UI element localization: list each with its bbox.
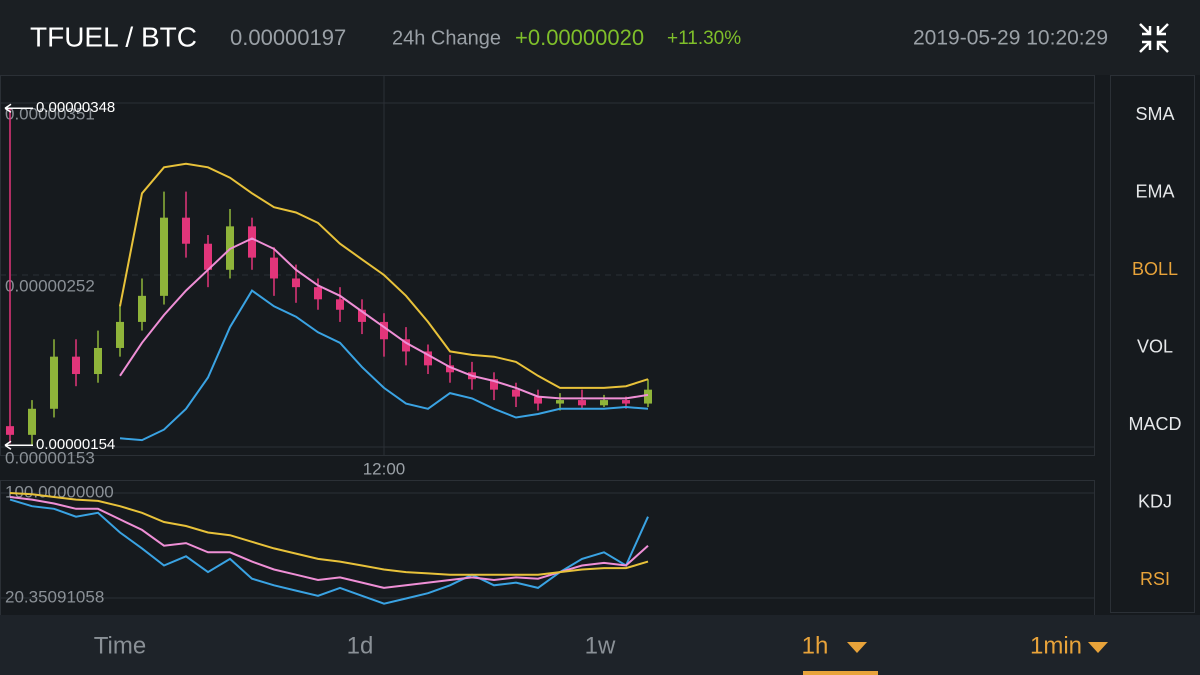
indicator-button[interactable]: SMA [1135,104,1174,124]
header-bar [0,0,1200,75]
candle-body [160,217,168,296]
candle-body [72,356,80,375]
tab[interactable]: 1h [802,632,829,659]
indicator-line [119,162,649,389]
candle-body [336,299,344,310]
y-tick-label: 20.35091058 [5,587,104,606]
y-tick-label: 0.00000153 [5,448,95,467]
change-label: 24h Change [392,27,501,49]
candle-body [446,365,454,373]
price-marker-arrow [4,440,33,450]
indicator-line [9,496,649,589]
candle-body [556,400,564,404]
candle-body [644,389,652,404]
price-marker-label: 0.00000154 [36,436,115,453]
tab-dropdown-arrow [847,642,867,653]
candle-body [270,257,278,279]
indicator-button[interactable]: BOLL [1132,259,1178,279]
indicator-line [119,289,649,442]
y-tick-label: 100.00000000 [5,482,114,501]
candle-body [204,243,212,270]
candle-body [380,321,388,340]
candle-body [534,396,542,404]
candle-body [424,351,432,366]
tab[interactable]: Time [94,632,146,659]
tab[interactable]: 1d [347,632,374,659]
tab[interactable]: 1w [585,632,616,659]
candle-body [600,400,608,406]
indicator-line [9,498,649,605]
pair: TFUEL / BTC [30,21,197,52]
candle-body [512,389,520,397]
x-tick-label: 12:00 [363,459,406,478]
candle-body [622,400,630,404]
price-marker-label: 0.00000348 [36,99,115,116]
candle-body [182,217,190,244]
candle-body [50,356,58,409]
candle-body [402,339,410,352]
indicator-button[interactable]: EMA [1135,181,1174,201]
candle-body [116,321,124,348]
indicator-button[interactable]: MACD [1129,414,1182,434]
collapse-icon[interactable] [1139,23,1169,53]
candle-body [138,295,146,322]
indicator-line [9,492,649,576]
y-tick-label: 0.00000252 [5,276,95,295]
price-marker-arrow [4,103,33,113]
candle-body [314,287,322,300]
tab-underline [803,671,878,675]
tab-bar [0,615,1200,675]
main-panel [0,75,1095,456]
y-tick-label: 0.00000351 [5,104,95,123]
candle-body [6,426,14,435]
tab-dropdown-arrow [1088,642,1108,653]
candle-body [94,347,102,375]
candle-body [28,408,36,435]
indicator-button[interactable]: RSI [1140,569,1170,589]
change: +0.00000020 [515,25,644,50]
rsi-panel [0,480,1095,616]
time: 2019-05-29 10:20:29 [913,27,1108,50]
price: 0.00000197 [230,25,346,50]
indicator-button[interactable]: VOL [1137,336,1173,356]
candle-body [248,226,256,258]
candle-body [578,400,586,406]
indicator-button[interactable]: KDJ [1138,491,1172,511]
indicator-line [119,237,649,400]
change-pct: +11.30% [667,28,741,49]
candle-body [490,379,498,390]
indicator-panel [1110,75,1195,613]
candle-body [358,309,366,322]
candle-body [292,278,300,288]
tab[interactable]: 1min [1030,632,1082,659]
